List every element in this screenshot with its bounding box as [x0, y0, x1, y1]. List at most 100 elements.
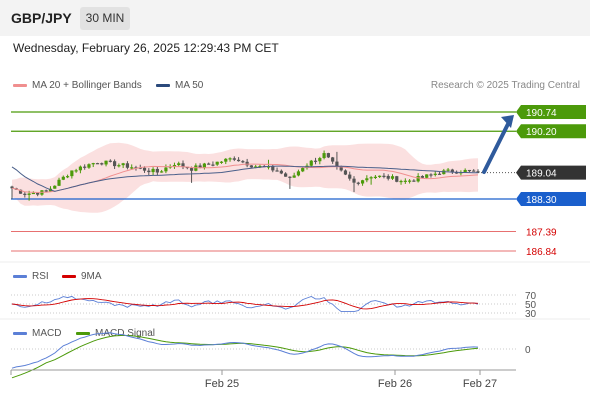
candle-body	[322, 153, 326, 159]
candle-body	[301, 168, 305, 172]
candle-body	[65, 176, 70, 178]
price-tag-current	[516, 165, 586, 180]
candle-body	[36, 192, 40, 195]
candle-body	[70, 170, 74, 177]
candle-body	[463, 169, 467, 173]
candle-body	[386, 175, 390, 179]
candle-body	[467, 169, 472, 172]
candle-body	[420, 176, 425, 178]
candle-body	[138, 167, 142, 169]
forecast-arrow-head	[501, 115, 514, 128]
candle-body	[356, 182, 360, 184]
candle-body	[125, 163, 130, 168]
candle-body	[172, 165, 177, 167]
candle-body	[476, 171, 480, 173]
candle-body	[365, 178, 369, 181]
ma50-line	[11, 165, 479, 192]
candle-body	[407, 180, 412, 182]
candle-body	[249, 165, 254, 168]
candle-body	[399, 180, 403, 183]
candle-body	[215, 161, 219, 165]
candle-body	[378, 175, 382, 177]
legend-ma50-label: MA 50	[175, 80, 204, 91]
candle-body	[348, 174, 352, 179]
candle-body	[44, 190, 48, 192]
candle-body	[142, 167, 147, 171]
candle-body	[433, 173, 437, 175]
candle-body	[160, 171, 164, 173]
top-bar: GBP/JPY 30 MIN	[0, 0, 590, 36]
legend-macd: MACD	[13, 328, 61, 339]
candle-body	[241, 161, 245, 163]
candle-body	[352, 178, 356, 183]
candle-body	[78, 166, 83, 171]
candle-body	[412, 180, 416, 182]
candle-body	[23, 193, 27, 195]
candle-body	[425, 174, 429, 178]
legend-macd-signal: MACD Signal	[76, 328, 155, 339]
price-label-support: 186.84	[526, 247, 557, 258]
candle-body	[108, 160, 112, 162]
candle-body	[219, 161, 224, 163]
candle-body	[121, 163, 125, 166]
candle-body	[91, 163, 95, 165]
candle-body	[104, 160, 108, 165]
candle-body	[95, 163, 100, 165]
candle-body	[271, 166, 275, 171]
candle-body	[245, 161, 249, 166]
candle-body	[369, 177, 373, 179]
timeframe-button[interactable]: 30 MIN	[80, 7, 130, 30]
candle-body	[27, 193, 31, 195]
candle-body	[113, 161, 117, 167]
symbol-title: GBP/JPY	[11, 10, 72, 26]
candle-body	[211, 164, 215, 166]
candle-body	[275, 170, 279, 172]
price-tag-pivot	[516, 191, 586, 206]
legend-ma50: MA 50	[156, 80, 203, 91]
candle-body	[382, 175, 386, 177]
candle-body	[437, 173, 442, 175]
candle-body	[335, 161, 339, 167]
ma50-swatch	[156, 84, 170, 87]
legend-ma20-label: MA 20 + Bollinger Bands	[32, 80, 142, 91]
price-tag-text: 189.04	[526, 169, 557, 180]
candle-body	[83, 166, 87, 168]
candle-body	[198, 165, 202, 168]
candle-body	[429, 174, 433, 176]
ma20-swatch	[13, 84, 27, 87]
candle-body	[189, 168, 194, 171]
candle-body	[258, 165, 262, 168]
candle-body	[292, 175, 296, 178]
candle-body	[181, 163, 185, 167]
bollinger-band	[12, 142, 478, 213]
candle-body	[442, 170, 446, 175]
price-tag-text: 190.74	[526, 108, 557, 119]
candle-body	[207, 163, 211, 165]
candle-body	[87, 164, 91, 168]
legend-rsi-ma-label: 9MA	[81, 271, 102, 282]
candle-body	[74, 170, 78, 172]
candle-body	[130, 167, 134, 169]
candle-body	[373, 176, 377, 178]
rsi-swatch	[13, 275, 27, 278]
rsi-tick-label: 50	[525, 300, 537, 311]
rsi-tick-label: 30	[525, 309, 537, 320]
legend-rsi: RSI	[13, 271, 49, 282]
candle-body	[232, 158, 236, 160]
macd-signal-swatch	[76, 332, 90, 335]
rsi-ma-swatch	[62, 275, 76, 278]
macd-tick-label: 0	[525, 345, 531, 356]
candle-body	[279, 170, 283, 174]
forecast-arrow-shaft	[482, 120, 511, 174]
candle-body	[309, 160, 313, 166]
price-tag-target	[516, 105, 586, 119]
candle-body	[390, 176, 395, 179]
x-tick-label: Feb 26	[378, 378, 412, 390]
x-tick-label: Feb 25	[205, 378, 239, 390]
candle-body	[395, 176, 399, 182]
legend-macd-signal-label: MACD Signal	[95, 328, 156, 339]
x-tick-label: Feb 27	[463, 378, 497, 390]
candle-body	[288, 176, 292, 178]
candle-body	[339, 166, 343, 171]
